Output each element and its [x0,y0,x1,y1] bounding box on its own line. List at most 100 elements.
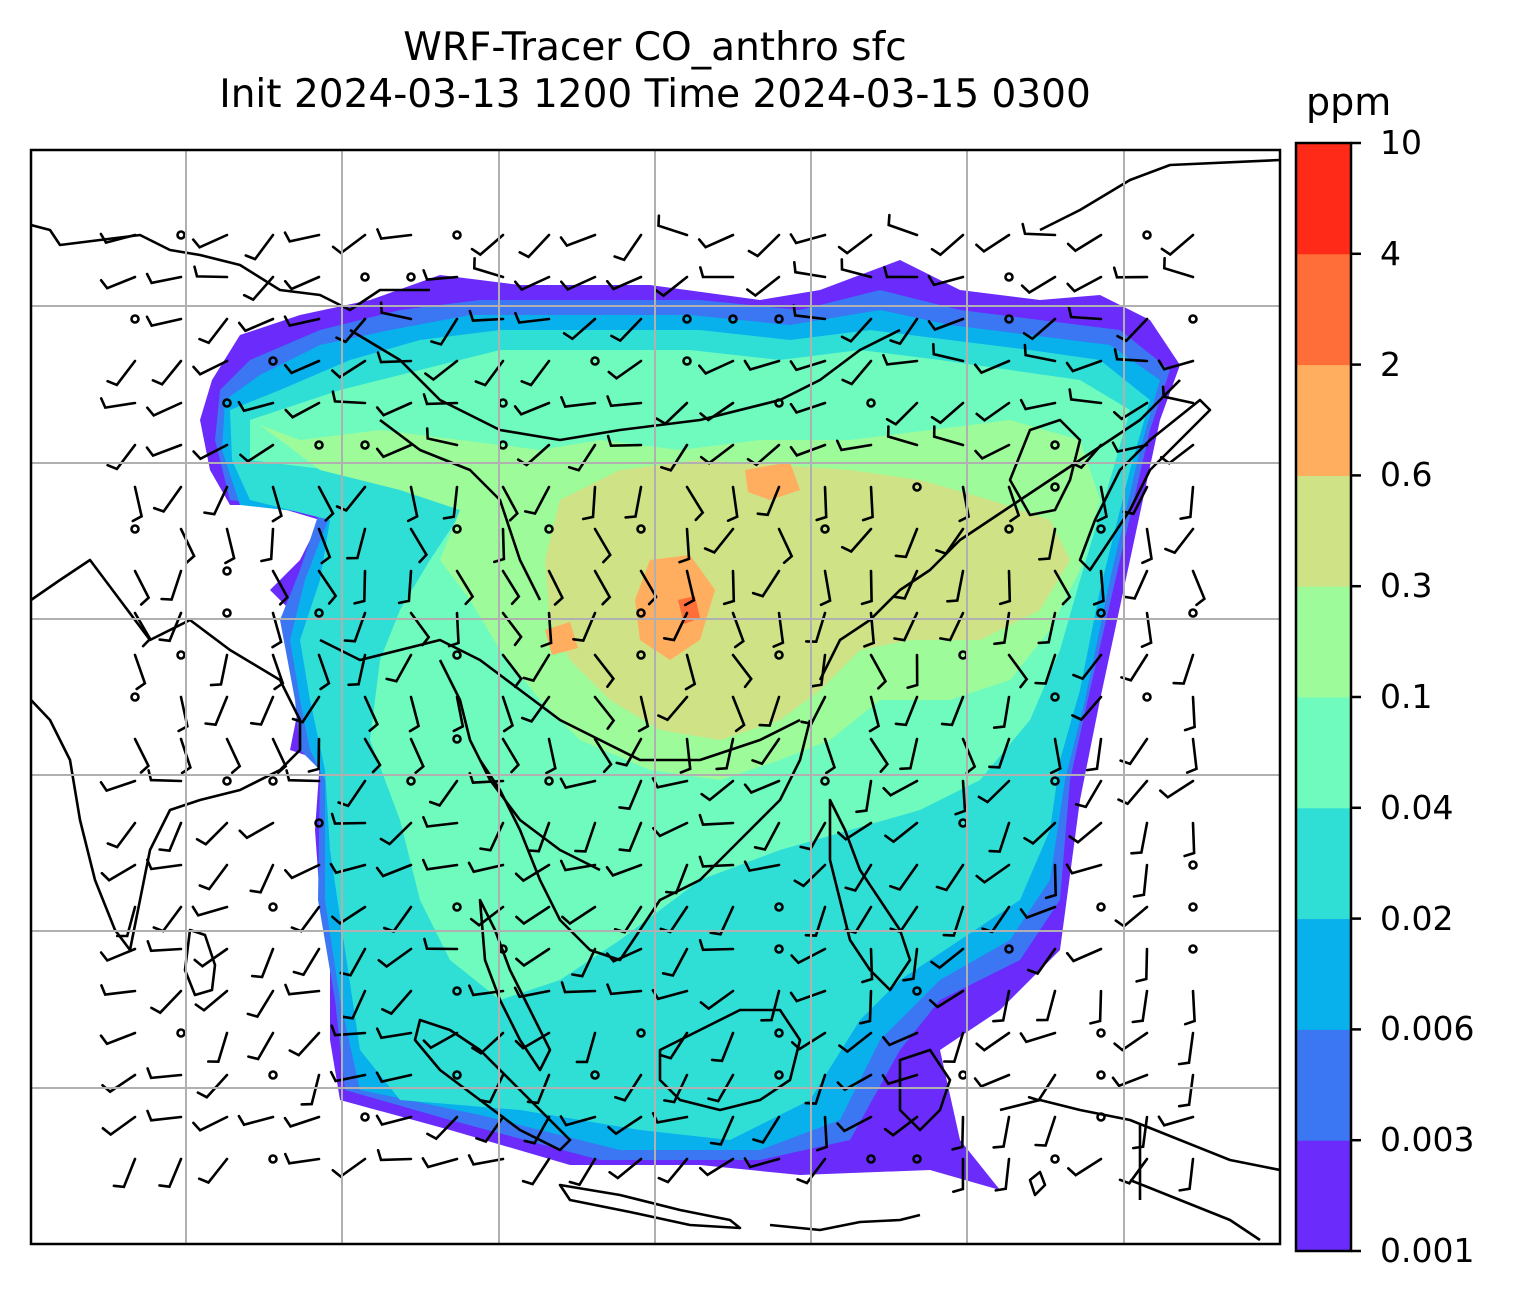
wind-barb [430,317,459,346]
calm-wind-marker [682,356,692,366]
wind-barb [422,816,459,828]
map-title: WRF-Tracer CO_anthro sfc Init 2024-03-13… [30,24,1280,118]
colorbar-segment [1296,364,1351,476]
wind-barb [607,1115,643,1136]
wind-barb [515,947,551,968]
gridlines [31,150,1280,1244]
wind-barb [329,862,367,875]
wind-barb [249,863,275,894]
colorbar-segment [1296,253,1351,366]
wind-barb [1183,695,1196,732]
coastline-sulawesi [898,1048,952,1132]
wind-barb [1113,1031,1149,1052]
wind-barb [347,653,367,687]
wind-barb [1023,821,1057,846]
wind-barb [203,485,229,516]
wind-barb [100,984,137,997]
wind-barb [150,989,183,1015]
wind-barb [424,359,459,382]
wind-barb [237,1114,275,1127]
calm-wind-marker [1096,608,1106,618]
wind-barb [343,611,367,643]
coastline-philippines [828,798,912,992]
wind-barb [789,443,827,457]
wind-barb [377,947,413,969]
wind-barb [593,695,616,730]
wind-barb [1162,256,1195,279]
wind-barb [467,861,505,874]
wind-barb [793,261,827,279]
wind-barb [501,737,521,774]
wind-barb [375,401,413,417]
wind-barb [935,527,965,556]
wind-barb [247,1031,275,1061]
calm-wind-marker [958,1070,968,1080]
wind-barb [452,695,465,733]
wind-barb [571,947,597,978]
wind-barb [868,695,881,733]
calm-wind-marker [1004,944,1014,954]
wind-barb [840,317,873,343]
wind-barb [179,737,192,775]
wind-barb [271,569,290,606]
wind-barb [408,695,421,733]
wind-barb [1049,737,1062,775]
wind-barb [196,1073,229,1099]
wind-barb [974,443,1011,461]
colorbar-tick-label: 0.001 [1380,1231,1475,1270]
coastline-india [31,558,302,952]
wind-barb [657,1157,689,1184]
wind-barb [889,863,919,892]
colorbar-tick-label: 10 [1380,123,1422,162]
wind-barb [335,485,367,512]
wind-barb [1112,401,1149,421]
wind-barb [99,275,137,290]
wind-barb [425,427,459,447]
wind-barb [1066,233,1103,253]
wind-barb [930,233,965,257]
wind-barb [731,653,753,689]
wind-barb [1116,317,1149,343]
colorbar-tick-label: 0.02 [1380,898,1454,938]
calm-wind-marker [1050,440,1060,450]
colorbar-segment [1296,1029,1351,1141]
wind-barb [501,569,521,606]
calm-wind-marker [866,1154,876,1164]
wind-barb [442,485,459,520]
wind-barb [422,393,459,406]
wind-barb [562,317,597,341]
wind-barb [339,947,367,977]
wind-barb [859,989,873,1025]
wind-barb [99,779,137,793]
wind-barb [1026,947,1057,976]
wind-barb [514,275,551,292]
calm-wind-marker [360,440,370,450]
wind-barb [271,611,283,649]
calm-wind-marker [222,776,232,786]
wind-barb [559,1115,597,1127]
wind-barb [191,233,229,249]
wind-barb [790,1031,827,1051]
calm-wind-marker [1096,1070,1106,1080]
calm-wind-marker [268,1070,278,1080]
wind-barb [447,611,460,648]
colorbar-segment [1296,807,1351,920]
wind-barb [752,1115,781,1144]
wind-barb [559,777,597,790]
wind-barb [683,569,696,607]
wind-barb [883,1115,919,1137]
wind-barb [678,527,691,564]
wind-barb [1053,569,1072,606]
title-line-1: WRF-Tracer CO_anthro sfc [403,25,907,70]
calm-wind-marker [544,776,554,786]
wind-barb [1183,989,1196,1026]
wind-barb [1178,1157,1195,1192]
coastline-timor [1028,1170,1047,1197]
wind-barb [469,905,505,927]
wind-barb [179,527,196,564]
wind-barb [703,527,735,554]
wind-barb [751,569,781,598]
wind-barb [300,1073,321,1106]
wind-barb [523,485,551,515]
wind-barb [224,527,236,565]
